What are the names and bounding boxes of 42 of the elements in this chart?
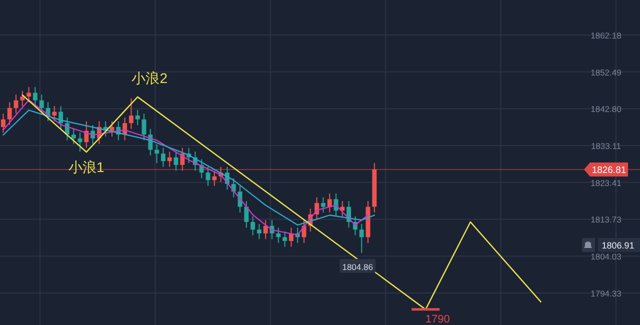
y-tick-label: 1823.41 <box>590 178 622 188</box>
y-tick-label: 1862.18 <box>590 30 622 41</box>
line-series <box>22 94 542 310</box>
price-alert: 1806.91 <box>598 238 640 252</box>
candlestick <box>282 230 288 248</box>
y-tick-label: 1804.03 <box>590 252 622 262</box>
candlestick <box>135 109 140 126</box>
candlestick <box>327 192 332 213</box>
candlestick <box>26 86 32 103</box>
candlestick <box>7 102 12 126</box>
candlestick <box>128 98 134 130</box>
candlestick <box>0 113 6 134</box>
annotation: 1790 <box>425 313 450 325</box>
y-tick-label: 1842.80 <box>590 104 622 114</box>
candlestick <box>52 106 57 122</box>
candlestick <box>167 151 172 168</box>
y-tick-label: 1813.73 <box>590 214 622 225</box>
candlestick <box>359 223 364 254</box>
candlestick <box>276 227 281 244</box>
candlestick <box>212 170 217 186</box>
candlestick <box>250 216 256 236</box>
candlestick <box>160 147 166 168</box>
line-series <box>2 99 369 236</box>
candlestick <box>244 200 249 228</box>
candlestick <box>256 223 262 240</box>
y-tick-label: 1852.49 <box>590 67 622 78</box>
data-label: 小浪2 <box>132 70 168 86</box>
data-label: 小浪1 <box>68 159 104 176</box>
low-label: 1804.86 <box>340 258 376 273</box>
candlestick <box>20 90 25 107</box>
candlestick <box>154 144 160 164</box>
annotation: 1804.86 <box>342 262 374 272</box>
candlestick <box>71 128 76 145</box>
ref-line-label: 1826.81 <box>592 164 626 176</box>
candlestick <box>320 196 326 213</box>
y-tick-label: 1794.33 <box>590 288 622 298</box>
y-tick-label: 1833.11 <box>590 141 622 152</box>
candlestick <box>39 94 44 114</box>
candlestick <box>32 86 38 107</box>
annotation: 1806.91 <box>602 240 634 250</box>
line-series <box>2 110 375 226</box>
candlestick <box>263 220 268 240</box>
